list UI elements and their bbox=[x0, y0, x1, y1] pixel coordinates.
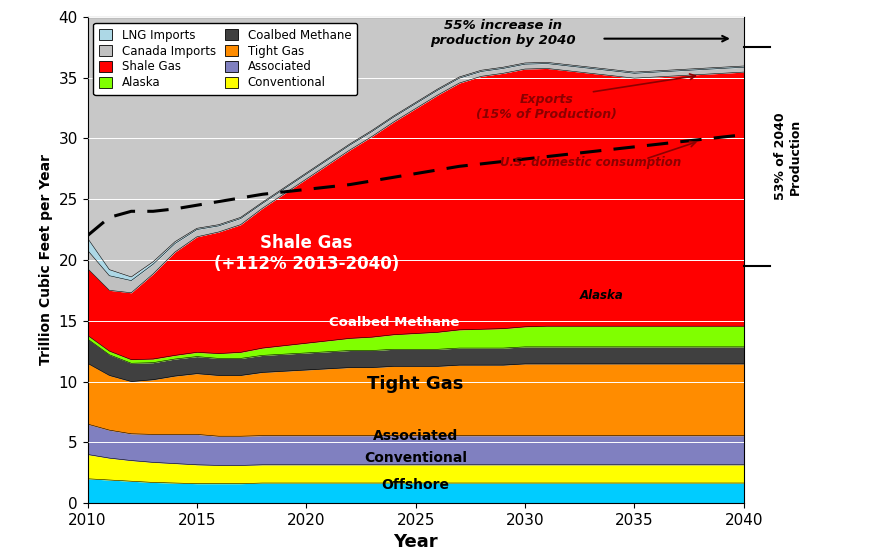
Legend: LNG Imports, Canada Imports, Shale Gas, Alaska, Coalbed Methane, Tight Gas, Asso: LNG Imports, Canada Imports, Shale Gas, … bbox=[94, 23, 357, 96]
Text: 53% of 2040
Production: 53% of 2040 Production bbox=[774, 113, 802, 201]
X-axis label: Year: Year bbox=[394, 533, 438, 551]
Text: Alaska: Alaska bbox=[580, 290, 623, 302]
Text: Tight Gas: Tight Gas bbox=[368, 375, 464, 393]
Text: 55% increase in
production by 2040: 55% increase in production by 2040 bbox=[430, 18, 576, 46]
Text: U.S. domestic consumption: U.S. domestic consumption bbox=[500, 156, 682, 169]
Text: Conventional: Conventional bbox=[364, 451, 467, 465]
Text: Coalbed Methane: Coalbed Methane bbox=[329, 316, 459, 329]
Y-axis label: Trillion Cubic Feet per Year: Trillion Cubic Feet per Year bbox=[38, 154, 52, 366]
Text: Shale Gas
(+112% 2013-2040): Shale Gas (+112% 2013-2040) bbox=[214, 234, 399, 273]
Text: Associated: Associated bbox=[373, 429, 458, 443]
Text: Offshore: Offshore bbox=[382, 478, 450, 492]
Text: Exports
(15% of Production): Exports (15% of Production) bbox=[477, 93, 618, 121]
